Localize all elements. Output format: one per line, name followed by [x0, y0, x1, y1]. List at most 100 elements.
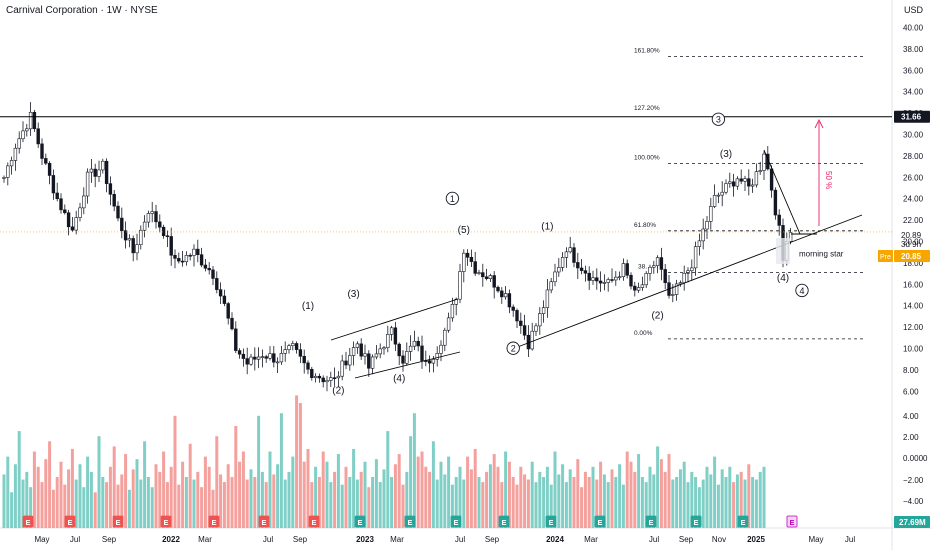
volume-tick-label: 4.00	[903, 412, 919, 421]
price-tick-label: 34.00	[903, 88, 924, 97]
candle	[211, 265, 215, 286]
earnings-marker-label: E	[407, 518, 412, 527]
volume-bar	[409, 436, 413, 528]
time-axis[interactable]: May Jul Sep 2022 Mar Jul Sep 2023 Mar Jul Sep 2024 M…	[34, 535, 855, 544]
candle	[21, 121, 25, 143]
earnings-marker-label: E	[311, 518, 316, 527]
candle	[754, 163, 759, 188]
price-tick-label: 16.00	[903, 280, 924, 289]
candle	[503, 286, 508, 300]
price-tick-label: 8.00	[903, 366, 919, 375]
channel-lower	[354, 351, 461, 379]
candle-body	[545, 289, 550, 308]
candle-body	[44, 158, 48, 164]
earnings-marker-box	[258, 515, 270, 528]
candle	[386, 325, 390, 353]
candle	[735, 176, 740, 190]
volume-bar	[154, 464, 158, 528]
currency-label: USD	[904, 5, 924, 15]
candle-body	[758, 170, 762, 172]
candle-body	[408, 345, 413, 352]
volume-bar	[466, 456, 470, 528]
candle-body	[750, 184, 755, 187]
earnings-marker-label: E	[789, 518, 794, 527]
candle-body	[256, 356, 261, 360]
candle-body	[268, 353, 272, 359]
wave-label-text: (4)	[777, 273, 789, 284]
volume-bar	[504, 451, 508, 528]
candle	[355, 341, 360, 354]
volume-bar	[127, 489, 131, 528]
candle	[207, 262, 211, 275]
candle-body	[101, 160, 105, 171]
candle	[541, 300, 546, 323]
candle	[142, 215, 147, 238]
candle-body	[207, 267, 211, 271]
earnings-marker-box	[737, 515, 749, 528]
volume-bar	[663, 471, 667, 528]
price-badge: Pre 20.85	[878, 250, 930, 262]
drawings: 161.80% 127.20% 100.00% 61.80% 38. 0.00% 50 % (…	[0, 47, 892, 396]
volume-bar	[169, 466, 173, 528]
candle	[636, 282, 641, 293]
candle-body	[663, 269, 667, 284]
candle-body	[211, 269, 215, 279]
candle-body	[234, 328, 238, 351]
candle-body	[321, 377, 325, 383]
candle-body	[51, 175, 56, 194]
price-axis[interactable]: 40.0038.0036.0034.0032.0030.0028.0026.00…	[903, 24, 924, 397]
volume-bar	[553, 451, 557, 528]
volume-bar	[249, 469, 253, 528]
earnings-marker: E	[22, 515, 34, 528]
volume-bar	[534, 482, 538, 528]
candle	[139, 225, 143, 250]
earnings-marker-label: E	[25, 518, 30, 527]
candle	[150, 201, 154, 223]
volume-bar	[150, 487, 154, 528]
candle-body	[367, 353, 371, 369]
volume-bar	[78, 464, 82, 528]
candle	[82, 187, 86, 215]
candle-body	[617, 276, 622, 279]
earnings-marker-label: E	[261, 518, 266, 527]
time-tick-label: Nov	[712, 535, 726, 544]
candle	[750, 178, 755, 193]
target-percent: 50 %	[824, 171, 833, 189]
volume-bar	[724, 477, 728, 528]
time-tick-label: Jul	[845, 535, 855, 544]
candle-body	[131, 238, 135, 254]
volume-bar	[602, 474, 606, 528]
volume-bar	[211, 489, 215, 528]
candle-body	[378, 348, 382, 355]
candle	[663, 263, 667, 290]
candle-body	[393, 327, 398, 345]
candle	[614, 271, 618, 286]
candle	[507, 289, 512, 314]
candle-body	[363, 353, 367, 357]
candle	[557, 258, 561, 277]
candle-body	[21, 130, 25, 140]
candle-body	[253, 356, 257, 360]
candle-body	[355, 343, 360, 348]
volume-bar	[287, 471, 291, 528]
candle	[188, 253, 192, 261]
volume-bar	[511, 477, 515, 528]
candle	[66, 209, 71, 236]
price-badge-label: 3d 9h	[901, 240, 921, 249]
earnings-marker-label: E	[115, 518, 120, 527]
earnings-marker: E	[112, 515, 124, 528]
time-tick-label: May	[34, 535, 49, 544]
volume-tick-label: 2.00	[903, 433, 919, 442]
candle-body	[272, 353, 276, 363]
volume-bar	[238, 461, 242, 528]
candle-body	[222, 295, 227, 304]
candle	[511, 304, 515, 317]
candle	[572, 243, 576, 268]
earnings-marker: E	[404, 515, 416, 528]
target-arrow-head	[814, 118, 824, 129]
volume-bar	[697, 487, 701, 528]
candle-body	[32, 111, 37, 130]
candle	[165, 230, 170, 247]
price-badge-box	[894, 250, 930, 262]
